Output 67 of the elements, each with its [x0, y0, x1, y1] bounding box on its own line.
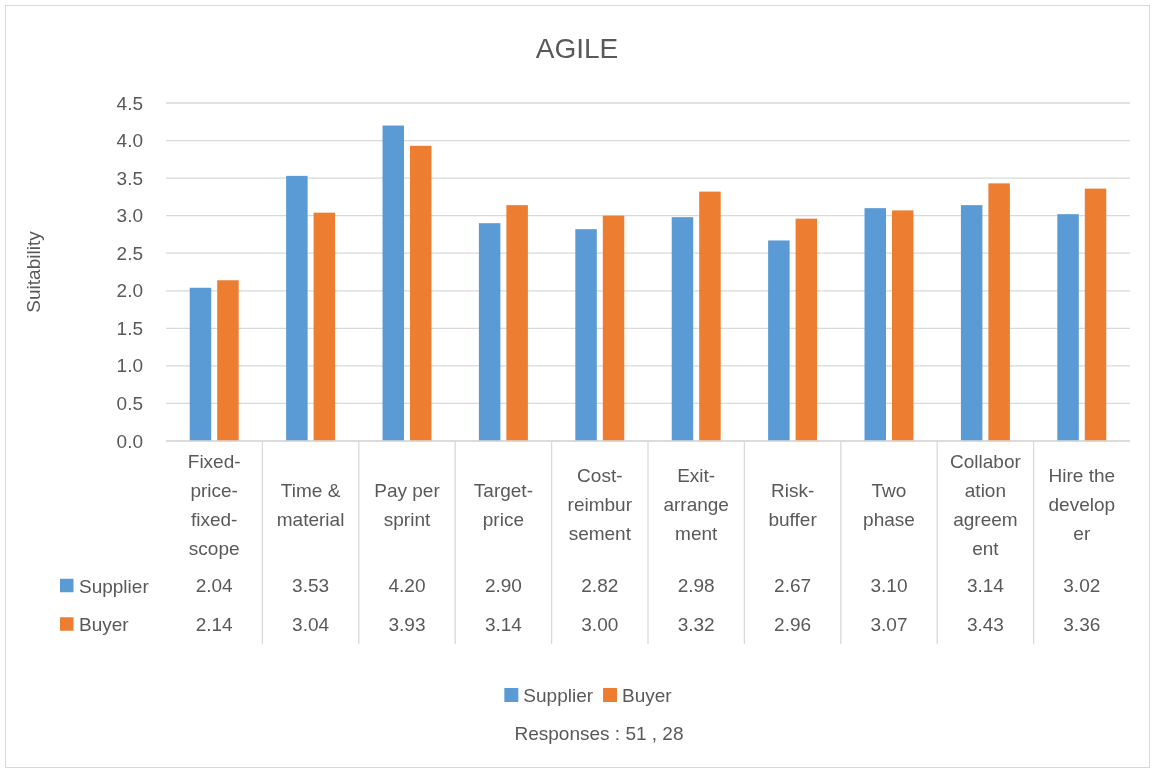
bar	[671, 217, 694, 441]
bar	[478, 223, 501, 441]
text: Buyer	[622, 684, 672, 706]
x-tick-label: Target-price	[473, 479, 533, 529]
x-tick-label: Cost-reimbursement	[567, 464, 633, 544]
data-label: 3.14	[966, 575, 1005, 596]
legend-label: Buyer	[79, 613, 130, 635]
data-label: 3.43	[966, 613, 1004, 635]
bar	[795, 218, 818, 441]
data-label: 3.93	[388, 613, 426, 635]
legend-label: Supplier	[79, 575, 150, 596]
data-label: 3.00	[581, 613, 619, 635]
bar	[575, 229, 597, 441]
y-tick-label: 0.0	[116, 430, 143, 452]
text: Supplier	[523, 684, 594, 706]
bar	[602, 215, 625, 441]
bar	[382, 125, 405, 441]
data-label: 3.32	[677, 613, 715, 635]
y-tick-label: 1.5	[116, 317, 143, 339]
data-label: 2.82	[581, 575, 619, 596]
y-tick-label: 4.5	[116, 92, 143, 114]
data-label: 3.36	[1063, 613, 1101, 635]
bar	[189, 287, 212, 441]
x-tick-label: Pay per sprint	[374, 479, 441, 529]
y-tick-label: 3.0	[116, 205, 143, 227]
bar	[286, 175, 308, 441]
x-tick-label: Hire the developer	[1048, 464, 1116, 544]
x-tick-label: Two phase	[863, 479, 915, 529]
bar	[1057, 214, 1079, 441]
data-label: 4.20	[388, 575, 426, 596]
data-label: 3.07	[870, 613, 908, 635]
text: Responses : 51 , 28	[514, 722, 684, 744]
bar	[960, 205, 983, 441]
bar	[768, 240, 790, 441]
bar	[988, 183, 1010, 441]
chart-title: AGILE	[535, 32, 619, 64]
data-label: 2.14	[195, 613, 234, 635]
x-tick-label: Fixed-price-fixed-scope	[187, 450, 241, 558]
data-label: 3.04	[292, 613, 330, 635]
bar	[891, 210, 914, 441]
data-label: 3.14	[484, 613, 523, 635]
y-axis-title: Suitability	[22, 230, 44, 313]
x-tick-label: Exit-arrangement	[663, 464, 729, 544]
data-label: 3.10	[870, 575, 908, 596]
bar	[506, 205, 528, 441]
data-label: 2.04	[195, 575, 234, 596]
data-label: 3.53	[292, 575, 330, 596]
data-label: 2.96	[774, 613, 812, 635]
data-label: 2.98	[677, 575, 715, 596]
data-label: 3.02	[1063, 575, 1101, 596]
x-tick-label: Time & material	[276, 479, 345, 529]
bar	[409, 145, 432, 441]
data-label: 2.90	[484, 575, 522, 596]
y-tick-label: 4.0	[116, 130, 143, 152]
bar	[699, 191, 721, 441]
bar	[217, 280, 239, 441]
bar	[313, 212, 336, 441]
data-label: 2.67	[774, 575, 812, 596]
y-tick-label: 2.5	[116, 242, 143, 264]
y-tick-label: 0.5	[116, 392, 143, 414]
y-tick-label: 3.5	[116, 167, 143, 189]
x-tick-label: Risk-buffer	[768, 479, 818, 529]
x-tick-label: Collaboration agreement	[950, 450, 1022, 558]
bar	[1084, 188, 1107, 441]
y-tick-label: 1.0	[116, 355, 143, 377]
bar	[864, 208, 887, 441]
y-tick-label: 2.0	[116, 280, 143, 302]
